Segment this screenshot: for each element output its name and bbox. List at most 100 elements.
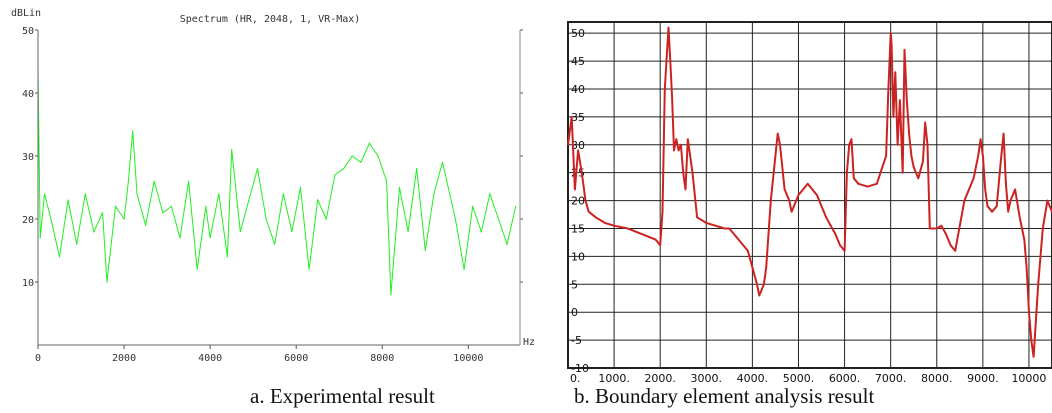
data-point [853, 177, 855, 179]
data-point [758, 295, 760, 297]
data-point [44, 193, 45, 194]
data-point [682, 172, 684, 174]
data-point [945, 233, 947, 235]
data-point [433, 193, 434, 194]
data-point [964, 200, 966, 202]
data-point [977, 155, 979, 157]
x-axis-unit-label: Hz [523, 337, 535, 348]
data-point [1005, 183, 1007, 185]
data-point [777, 133, 779, 135]
y-tick-label: 20 [22, 215, 34, 226]
data-point [205, 206, 206, 207]
data-point [802, 189, 804, 191]
y-tick-label: 15 [571, 222, 585, 235]
data-point [231, 149, 232, 150]
data-point [577, 150, 579, 152]
y-axis-label: dBLin [11, 8, 41, 19]
data-point [472, 206, 473, 207]
data-point [248, 200, 249, 201]
data-point [585, 200, 587, 202]
data-point [1010, 200, 1012, 202]
y-tick-label: 5 [571, 278, 578, 291]
data-point [715, 225, 717, 227]
data-point [106, 281, 107, 282]
data-point [360, 162, 361, 163]
data-point [102, 212, 103, 213]
data-point [911, 155, 913, 157]
data-point [309, 269, 310, 270]
data-point [463, 269, 464, 270]
data-point [1033, 356, 1035, 358]
data-point [904, 49, 906, 51]
data-point [885, 155, 887, 157]
data-point [613, 225, 615, 227]
data-point [1026, 267, 1028, 269]
data-point [123, 218, 124, 219]
data-point [918, 177, 920, 179]
data-point [136, 193, 137, 194]
data-point [93, 231, 94, 232]
data-point [671, 99, 673, 101]
data-point [604, 222, 606, 224]
x-tick-label: 4000 [198, 353, 222, 364]
data-point [50, 218, 51, 219]
x-tick-label: 2000 [112, 353, 136, 364]
x-tick-label: 0 [35, 353, 41, 364]
data-point [1014, 189, 1016, 191]
data-point [941, 225, 943, 227]
data-point [996, 205, 998, 207]
data-point [687, 138, 689, 140]
data-point [980, 138, 982, 140]
data-point [906, 99, 908, 101]
data-point [913, 166, 915, 168]
data-point [729, 228, 731, 230]
data-point [567, 144, 569, 146]
data-point [1024, 239, 1026, 241]
data-point [300, 187, 301, 188]
data-point [835, 233, 837, 235]
data-point [326, 218, 327, 219]
data-point [283, 193, 284, 194]
data-point [931, 228, 933, 230]
data-point [685, 189, 687, 191]
data-point [816, 194, 818, 196]
data-point [922, 161, 924, 163]
data-point [752, 267, 754, 269]
y-tick-label: 40 [22, 89, 34, 100]
data-point [664, 88, 666, 90]
data-point [574, 189, 576, 191]
data-point [705, 222, 707, 224]
data-point [775, 155, 777, 157]
data-point [915, 172, 917, 174]
data-point [334, 174, 335, 175]
data-point [171, 206, 172, 207]
data-point [128, 181, 129, 182]
data-point [154, 181, 155, 182]
data-point [265, 218, 266, 219]
data-point [1037, 283, 1039, 285]
data-point [779, 144, 781, 146]
x-tick-label: 10000 [1011, 372, 1046, 385]
data-point [680, 144, 682, 146]
data-point [848, 144, 850, 146]
data-point [515, 206, 516, 207]
data-point [498, 218, 499, 219]
data-point [888, 88, 890, 90]
data-point [798, 194, 800, 196]
data-point [770, 200, 772, 202]
data-point [655, 239, 657, 241]
data-point [627, 228, 629, 230]
data-point [446, 181, 447, 182]
data-point [291, 231, 292, 232]
data-point [455, 218, 456, 219]
data-point [954, 250, 956, 252]
data-point [369, 143, 370, 144]
data-point [145, 225, 146, 226]
data-point [1007, 211, 1009, 213]
y-tick-label: 35 [571, 111, 585, 124]
data-point [76, 244, 77, 245]
data-point [807, 183, 809, 185]
data-point [481, 231, 482, 232]
data-point [386, 181, 387, 182]
